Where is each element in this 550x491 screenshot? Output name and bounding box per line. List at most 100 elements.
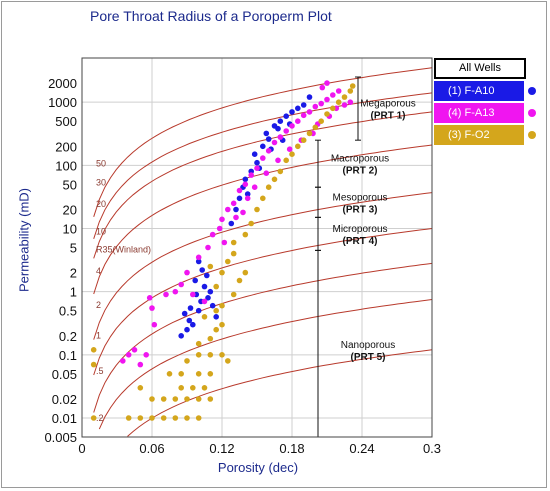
- data-point-series-1: [248, 172, 254, 178]
- data-point-series-1: [172, 288, 179, 295]
- data-point-series-2: [207, 396, 214, 402]
- r35-curve: [98, 299, 433, 430]
- data-point-series-2: [219, 269, 225, 276]
- data-point-series-0: [242, 176, 249, 183]
- data-point-series-0: [205, 295, 211, 301]
- data-point-series-0: [190, 321, 196, 328]
- data-point-series-2: [254, 206, 260, 213]
- data-point-series-1: [335, 88, 342, 94]
- legend-label: (1) F-A10: [448, 85, 495, 97]
- legend-dot-icon: [528, 87, 536, 95]
- data-point-series-0: [186, 317, 193, 324]
- data-point-series-1: [324, 80, 330, 86]
- data-point-series-0: [306, 94, 313, 100]
- legend-dot-icon: [528, 109, 536, 117]
- y-tick-label: 2000: [48, 76, 77, 91]
- r35-curve-label: 4: [96, 266, 101, 276]
- data-point-series-2: [295, 143, 301, 150]
- data-point-series-2: [283, 157, 290, 164]
- r35-curve: [127, 349, 433, 437]
- zone-label: Mesoporous: [332, 192, 387, 203]
- r35-curve-label: .5: [96, 366, 104, 376]
- zone-label-prt: (PRT 2): [343, 166, 378, 177]
- data-point-series-1: [149, 305, 155, 311]
- r35-curve: [93, 262, 433, 413]
- data-point-series-1: [209, 231, 216, 238]
- data-point-series-2: [230, 291, 237, 298]
- y-tick-label: 500: [55, 114, 77, 129]
- data-point-series-1: [219, 216, 225, 223]
- y-tick-label: 1: [70, 285, 77, 300]
- data-point-series-2: [213, 307, 219, 314]
- data-point-series-2: [242, 269, 249, 276]
- data-point-series-2: [178, 371, 184, 377]
- data-point-series-0: [181, 310, 188, 317]
- zone-label: Macroporous: [331, 154, 389, 165]
- data-point-series-2: [184, 396, 190, 402]
- y-tick-label: 0.01: [52, 411, 77, 426]
- y-tick-label: 10: [63, 221, 77, 236]
- y-tick-label: 0.005: [44, 430, 77, 445]
- data-point-series-2: [289, 151, 295, 157]
- data-point-series-2: [195, 415, 202, 421]
- y-tick-label: 0.5: [59, 304, 77, 319]
- zone-label-prt: (PRT 5): [351, 352, 386, 363]
- data-point-series-1: [201, 298, 208, 305]
- r35-curve-label: .2: [96, 413, 104, 423]
- data-point-series-2: [90, 361, 97, 368]
- data-point-series-1: [341, 102, 348, 108]
- data-point-series-1: [312, 103, 319, 110]
- data-point-series-2: [341, 94, 348, 100]
- data-point-series-2: [184, 415, 190, 421]
- data-point-series-0: [213, 314, 219, 320]
- r35-curve-label: 30: [96, 177, 106, 187]
- data-point-series-1: [190, 291, 196, 298]
- data-point-series-1: [265, 148, 272, 154]
- data-point-series-1: [283, 128, 290, 134]
- r35-curve: [93, 92, 433, 239]
- data-point-series-1: [242, 181, 249, 188]
- data-point-series-1: [295, 118, 301, 124]
- data-point-series-2: [195, 371, 202, 377]
- legend-header[interactable]: All Wells: [434, 58, 526, 79]
- porosity-zones: Megaporous(PRT 1) Macroporous(PRT 2) Mesop…: [315, 76, 416, 438]
- data-point-series-1: [330, 92, 336, 98]
- r35-curve-label: 20: [96, 199, 106, 209]
- data-point-series-2: [213, 326, 219, 333]
- zone-label: Microporous: [332, 224, 387, 235]
- data-point-series-2: [236, 277, 243, 284]
- data-point-series-1: [120, 358, 126, 364]
- r35-curve-label: 50: [96, 159, 106, 169]
- data-point-series-2: [207, 371, 214, 377]
- data-point-series-2: [125, 415, 132, 421]
- data-point-series-0: [254, 159, 260, 166]
- data-point-series-2: [178, 385, 184, 391]
- legend-item-f-a13[interactable]: (4) F-A13: [434, 103, 536, 123]
- r35-curve: [93, 111, 433, 259]
- data-point-series-0: [260, 143, 266, 150]
- data-point-series-2: [195, 340, 202, 347]
- data-point-series-2: [306, 130, 313, 137]
- data-point-series-0: [192, 277, 198, 284]
- data-point-series-2: [160, 396, 167, 402]
- data-point-series-2: [149, 415, 155, 421]
- r35-curve: [93, 192, 433, 340]
- legend-item-f-o2[interactable]: (3) F-O2: [434, 125, 536, 145]
- data-point-series-0: [265, 136, 272, 142]
- data-point-series-1: [195, 254, 202, 261]
- data-point-series-2: [184, 358, 190, 364]
- data-point-series-1: [184, 269, 190, 276]
- data-point-series-2: [260, 195, 266, 202]
- data-point-series-1: [275, 157, 281, 164]
- data-point-series-2: [90, 415, 97, 421]
- plot-area-border: [81, 57, 433, 438]
- y-tick-label: 0.02: [52, 392, 77, 407]
- data-point-series-2: [207, 263, 214, 270]
- x-tick-label: 0.24: [349, 441, 374, 456]
- data-point-series-2: [318, 118, 325, 124]
- data-point-series-2: [230, 250, 237, 257]
- data-point-series-0: [228, 220, 235, 227]
- legend-item-f-a10[interactable]: (1) F-A10: [434, 81, 536, 101]
- data-point-series-2: [242, 231, 249, 238]
